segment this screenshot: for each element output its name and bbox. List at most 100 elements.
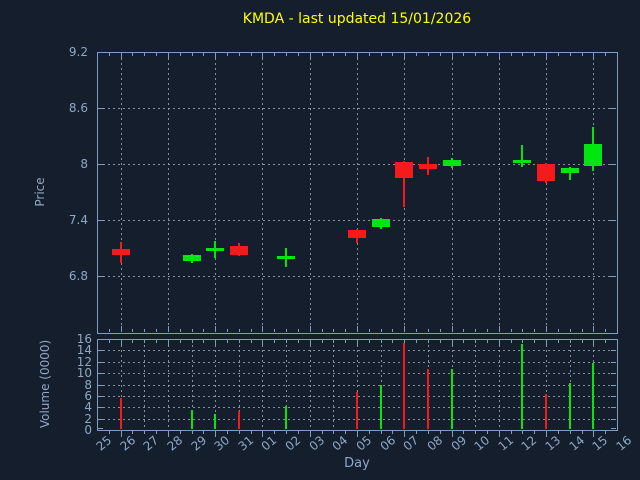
volume-bar (380, 385, 382, 429)
x-tick (109, 340, 110, 343)
price-tick-label: 8 (80, 157, 88, 171)
x-tick (428, 340, 429, 343)
x-tick (239, 340, 240, 343)
x-tick (440, 431, 441, 434)
x-tick (534, 53, 535, 56)
x-tick (369, 329, 370, 332)
x-tick (144, 431, 145, 434)
x-tick (345, 340, 346, 343)
x-tick (251, 340, 252, 343)
volume-tick-label: 10 (76, 366, 92, 380)
y-tick (610, 220, 616, 221)
candle-wick (569, 167, 571, 180)
x-tick (440, 340, 441, 343)
x-tick (558, 431, 559, 434)
x-tick (582, 431, 583, 434)
volume-tick-label: 8 (84, 378, 92, 392)
x-tick (215, 326, 216, 332)
volume-bar (120, 398, 122, 429)
x-tick (475, 53, 476, 56)
x-tick (132, 431, 133, 434)
y-tick (98, 396, 103, 397)
x-tick (558, 329, 559, 332)
x-tick-label: 04 (329, 433, 350, 454)
x-tick (499, 340, 500, 346)
price-vgridline (357, 53, 358, 332)
volume-bar (569, 383, 571, 429)
x-tick (310, 53, 311, 59)
x-tick (251, 431, 252, 434)
candle-doji-bar (277, 256, 295, 259)
x-tick (215, 340, 216, 346)
x-tick (392, 53, 393, 56)
x-tick (109, 431, 110, 434)
x-tick (192, 431, 193, 434)
x-tick (428, 53, 429, 56)
volume-vgridline (310, 340, 311, 429)
x-tick (239, 53, 240, 56)
x-tick (180, 53, 181, 56)
x-tick (511, 329, 512, 332)
x-tick-label: 06 (377, 433, 398, 454)
x-tick (203, 340, 204, 343)
volume-tick-label: 14 (76, 343, 92, 357)
volume-vgridline (333, 340, 334, 429)
price-vgridline (593, 53, 594, 332)
y-tick (98, 108, 104, 109)
x-tick (333, 329, 334, 332)
x-tick (156, 431, 157, 434)
x-tick (369, 340, 370, 343)
volume-vgridline (144, 340, 145, 429)
volume-bar (191, 410, 193, 429)
x-tick (546, 326, 547, 332)
volume-tick-label: 16 (76, 332, 92, 346)
x-tick-label: 14 (566, 433, 587, 454)
x-tick (215, 53, 216, 59)
volume-vgridline (239, 340, 240, 429)
x-tick (369, 53, 370, 56)
x-tick (333, 53, 334, 56)
volume-vgridline (499, 340, 500, 429)
price-vgridline (452, 53, 453, 332)
y-tick (610, 52, 616, 53)
x-tick (582, 340, 583, 343)
x-tick (475, 329, 476, 332)
volume-vgridline (192, 340, 193, 429)
volume-panel (97, 339, 618, 431)
volume-vgridline (121, 340, 122, 429)
x-tick (192, 329, 193, 332)
candle-body (395, 162, 413, 178)
x-tick (168, 326, 169, 332)
x-tick (156, 53, 157, 56)
volume-vgridline (546, 340, 547, 429)
y-tick (611, 419, 616, 420)
x-tick (310, 431, 311, 437)
x-tick (499, 53, 500, 59)
x-tick (203, 53, 204, 56)
x-tick (121, 340, 122, 346)
y-tick (98, 428, 103, 429)
x-tick (333, 340, 334, 343)
x-tick (511, 431, 512, 434)
x-tick (487, 53, 488, 56)
x-tick (298, 340, 299, 343)
x-tick (274, 329, 275, 332)
x-tick (345, 53, 346, 56)
candle-body (584, 144, 602, 166)
x-tick (570, 431, 571, 434)
x-tick (121, 431, 122, 437)
x-tick (381, 53, 382, 56)
x-tick (452, 53, 453, 59)
candle-body (230, 246, 248, 255)
x-tick (463, 340, 464, 343)
x-tick (392, 431, 393, 434)
x-tick (227, 431, 228, 434)
x-tick (593, 340, 594, 346)
volume-bar (545, 394, 547, 429)
y-tick (611, 350, 616, 351)
volume-bar (451, 369, 453, 429)
volume-tick-label: 4 (84, 400, 92, 414)
x-tick (605, 53, 606, 56)
x-tick (357, 53, 358, 59)
volume-vgridline (286, 340, 287, 429)
